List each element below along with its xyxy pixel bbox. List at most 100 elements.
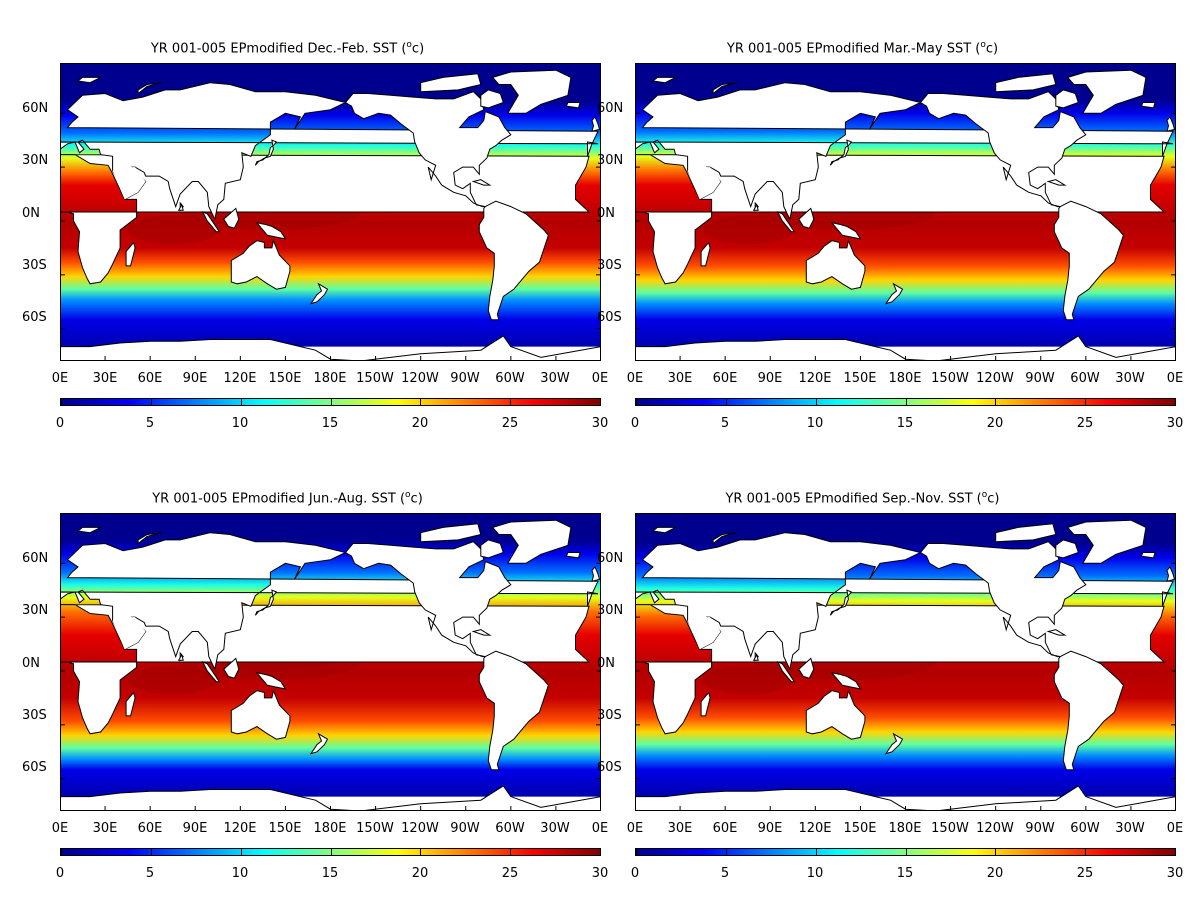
lon-tick-label: 30W xyxy=(540,371,570,386)
landmass-australia xyxy=(230,239,291,290)
lon-tick-label: 120E xyxy=(798,371,832,386)
colorbar-tick-label: 20 xyxy=(986,416,1004,431)
lon-tick-label: 150E xyxy=(843,371,877,386)
lon-tick-label: 90W xyxy=(1025,371,1055,386)
colorbar-tick-label: 20 xyxy=(411,416,429,431)
colorbar-tick-label: 30 xyxy=(1166,416,1184,431)
map-panel-djf: YR 001-005 EPmodified Dec.-Feb. SST (oc)… xyxy=(0,0,608,431)
landmass-iceland xyxy=(1140,102,1156,109)
colorbar-tick-mark xyxy=(61,849,62,855)
lon-tick-label: 0E xyxy=(591,821,609,836)
landmass-greatbritain xyxy=(591,115,601,132)
lon-tick-label: 120W xyxy=(401,371,439,386)
lat-tick-label: 0N xyxy=(597,206,615,221)
lon-tick-label: 90E xyxy=(182,371,208,386)
colorbar-tick-label: 15 xyxy=(896,866,914,881)
lon-tick-label: 150W xyxy=(356,371,394,386)
lon-tick-label: 60W xyxy=(1070,821,1100,836)
panel-title-text: YR 001-005 EPmodified Jun.-Aug. SST ( xyxy=(152,491,406,507)
colorbar-tick-label: 25 xyxy=(501,866,519,881)
landmass-cuba xyxy=(1046,629,1067,636)
colorbar-tick-label: 10 xyxy=(806,866,824,881)
landmass-japan xyxy=(829,589,853,616)
lon-tick-label: 120W xyxy=(976,821,1014,836)
colorbar-tick-mark xyxy=(636,399,637,405)
lon-tick-label: 120W xyxy=(401,821,439,836)
colorbar xyxy=(60,398,601,406)
landmass-iceland xyxy=(565,552,581,559)
colorbar-tick-label: 5 xyxy=(145,416,155,431)
lon-tick-label: 150E xyxy=(843,821,877,836)
panel-title-unit: c) xyxy=(985,41,999,57)
lat-tick-label: 30S xyxy=(597,258,622,273)
colorbar-tick-label: 25 xyxy=(1076,416,1094,431)
map-panel-jja: YR 001-005 EPmodified Jun.-Aug. SST (oc)… xyxy=(0,450,608,881)
colorbar-tick-mark xyxy=(725,399,727,405)
colorbar-tick-label: 5 xyxy=(145,866,155,881)
colorbar-tick-mark xyxy=(600,849,601,855)
colorbar-tick-mark xyxy=(905,399,907,405)
colorbar-tick-label: 30 xyxy=(1166,866,1184,881)
lon-tick-label: 0E xyxy=(1166,821,1184,836)
colorbar-tick-mark xyxy=(600,399,601,405)
landmass-arabia_fill xyxy=(112,167,146,200)
landmass-australia xyxy=(805,239,866,290)
landmass-japan xyxy=(829,139,853,166)
colorbar-tick-label: 0 xyxy=(630,866,640,881)
lon-tick-label: 90W xyxy=(450,821,480,836)
colorbar-tick-label: 30 xyxy=(591,416,609,431)
sst-map xyxy=(635,513,1176,811)
colorbar-tick-mark xyxy=(510,399,512,405)
lon-tick-label: 0E xyxy=(1166,371,1184,386)
landmass-ceylon xyxy=(177,653,184,661)
lat-tick-label: 60N xyxy=(597,551,624,566)
landmass-iceland xyxy=(565,102,581,109)
panel-title-text: YR 001-005 EPmodified Sep.-Nov. SST ( xyxy=(725,491,982,507)
lon-tick-label: 150W xyxy=(931,371,969,386)
colorbar-tick-label: 10 xyxy=(231,416,249,431)
lon-tick-label: 90W xyxy=(450,371,480,386)
colorbar-tick-label: 30 xyxy=(591,866,609,881)
landmass-japan xyxy=(254,589,278,616)
lon-tick-label: 60E xyxy=(137,821,163,836)
lon-tick-label: 30W xyxy=(1115,371,1145,386)
lat-tick-label: 30N xyxy=(597,603,624,618)
lon-tick-label: 120E xyxy=(798,821,832,836)
landmass-samerica xyxy=(478,650,549,771)
landmass-arctic_isles xyxy=(995,73,1057,93)
landmass-baffin xyxy=(1055,539,1079,559)
landmass-borneo xyxy=(223,657,240,679)
colorbar-tick-mark xyxy=(1175,849,1176,855)
landmass-svalbard xyxy=(76,76,101,84)
lon-tick-label: 0E xyxy=(51,821,69,836)
landmass-borneo xyxy=(223,207,240,229)
landmass-namerica xyxy=(344,91,512,208)
landmass-eurasia xyxy=(60,82,599,221)
colorbar xyxy=(60,848,601,856)
panel-title: YR 001-005 EPmodified Sep.-Nov. SST (oc) xyxy=(575,486,1150,508)
landmass-iceland xyxy=(1140,552,1156,559)
landmass-newzealand xyxy=(884,282,904,305)
lat-tick-label: 30N xyxy=(22,603,49,618)
panel-title-unit: c) xyxy=(410,491,423,507)
colorbar-tick-label: 25 xyxy=(501,416,519,431)
lon-tick-label: 30W xyxy=(1115,821,1145,836)
landmass-novaya xyxy=(137,82,163,95)
lon-tick-label: 60E xyxy=(137,371,163,386)
lon-tick-label: 30E xyxy=(92,371,118,386)
landmass-ceylon xyxy=(752,653,759,661)
colorbar-tick-label: 20 xyxy=(411,866,429,881)
colorbar-tick-mark xyxy=(61,399,62,405)
landmass-australia xyxy=(230,689,291,740)
landmass-greatbritain xyxy=(1166,115,1176,132)
colorbar-tick-label: 10 xyxy=(231,866,249,881)
colorbar-tick-mark xyxy=(815,849,817,855)
landmass-newguinea xyxy=(255,222,287,240)
landmass-samerica xyxy=(1053,200,1124,321)
lat-tick-label: 60S xyxy=(22,310,47,325)
colorbar-tick-mark xyxy=(995,849,997,855)
panel-title: YR 001-005 EPmodified Jun.-Aug. SST (oc) xyxy=(0,486,575,508)
lon-tick-label: 90E xyxy=(757,371,783,386)
colorbar-tick-label: 15 xyxy=(896,416,914,431)
